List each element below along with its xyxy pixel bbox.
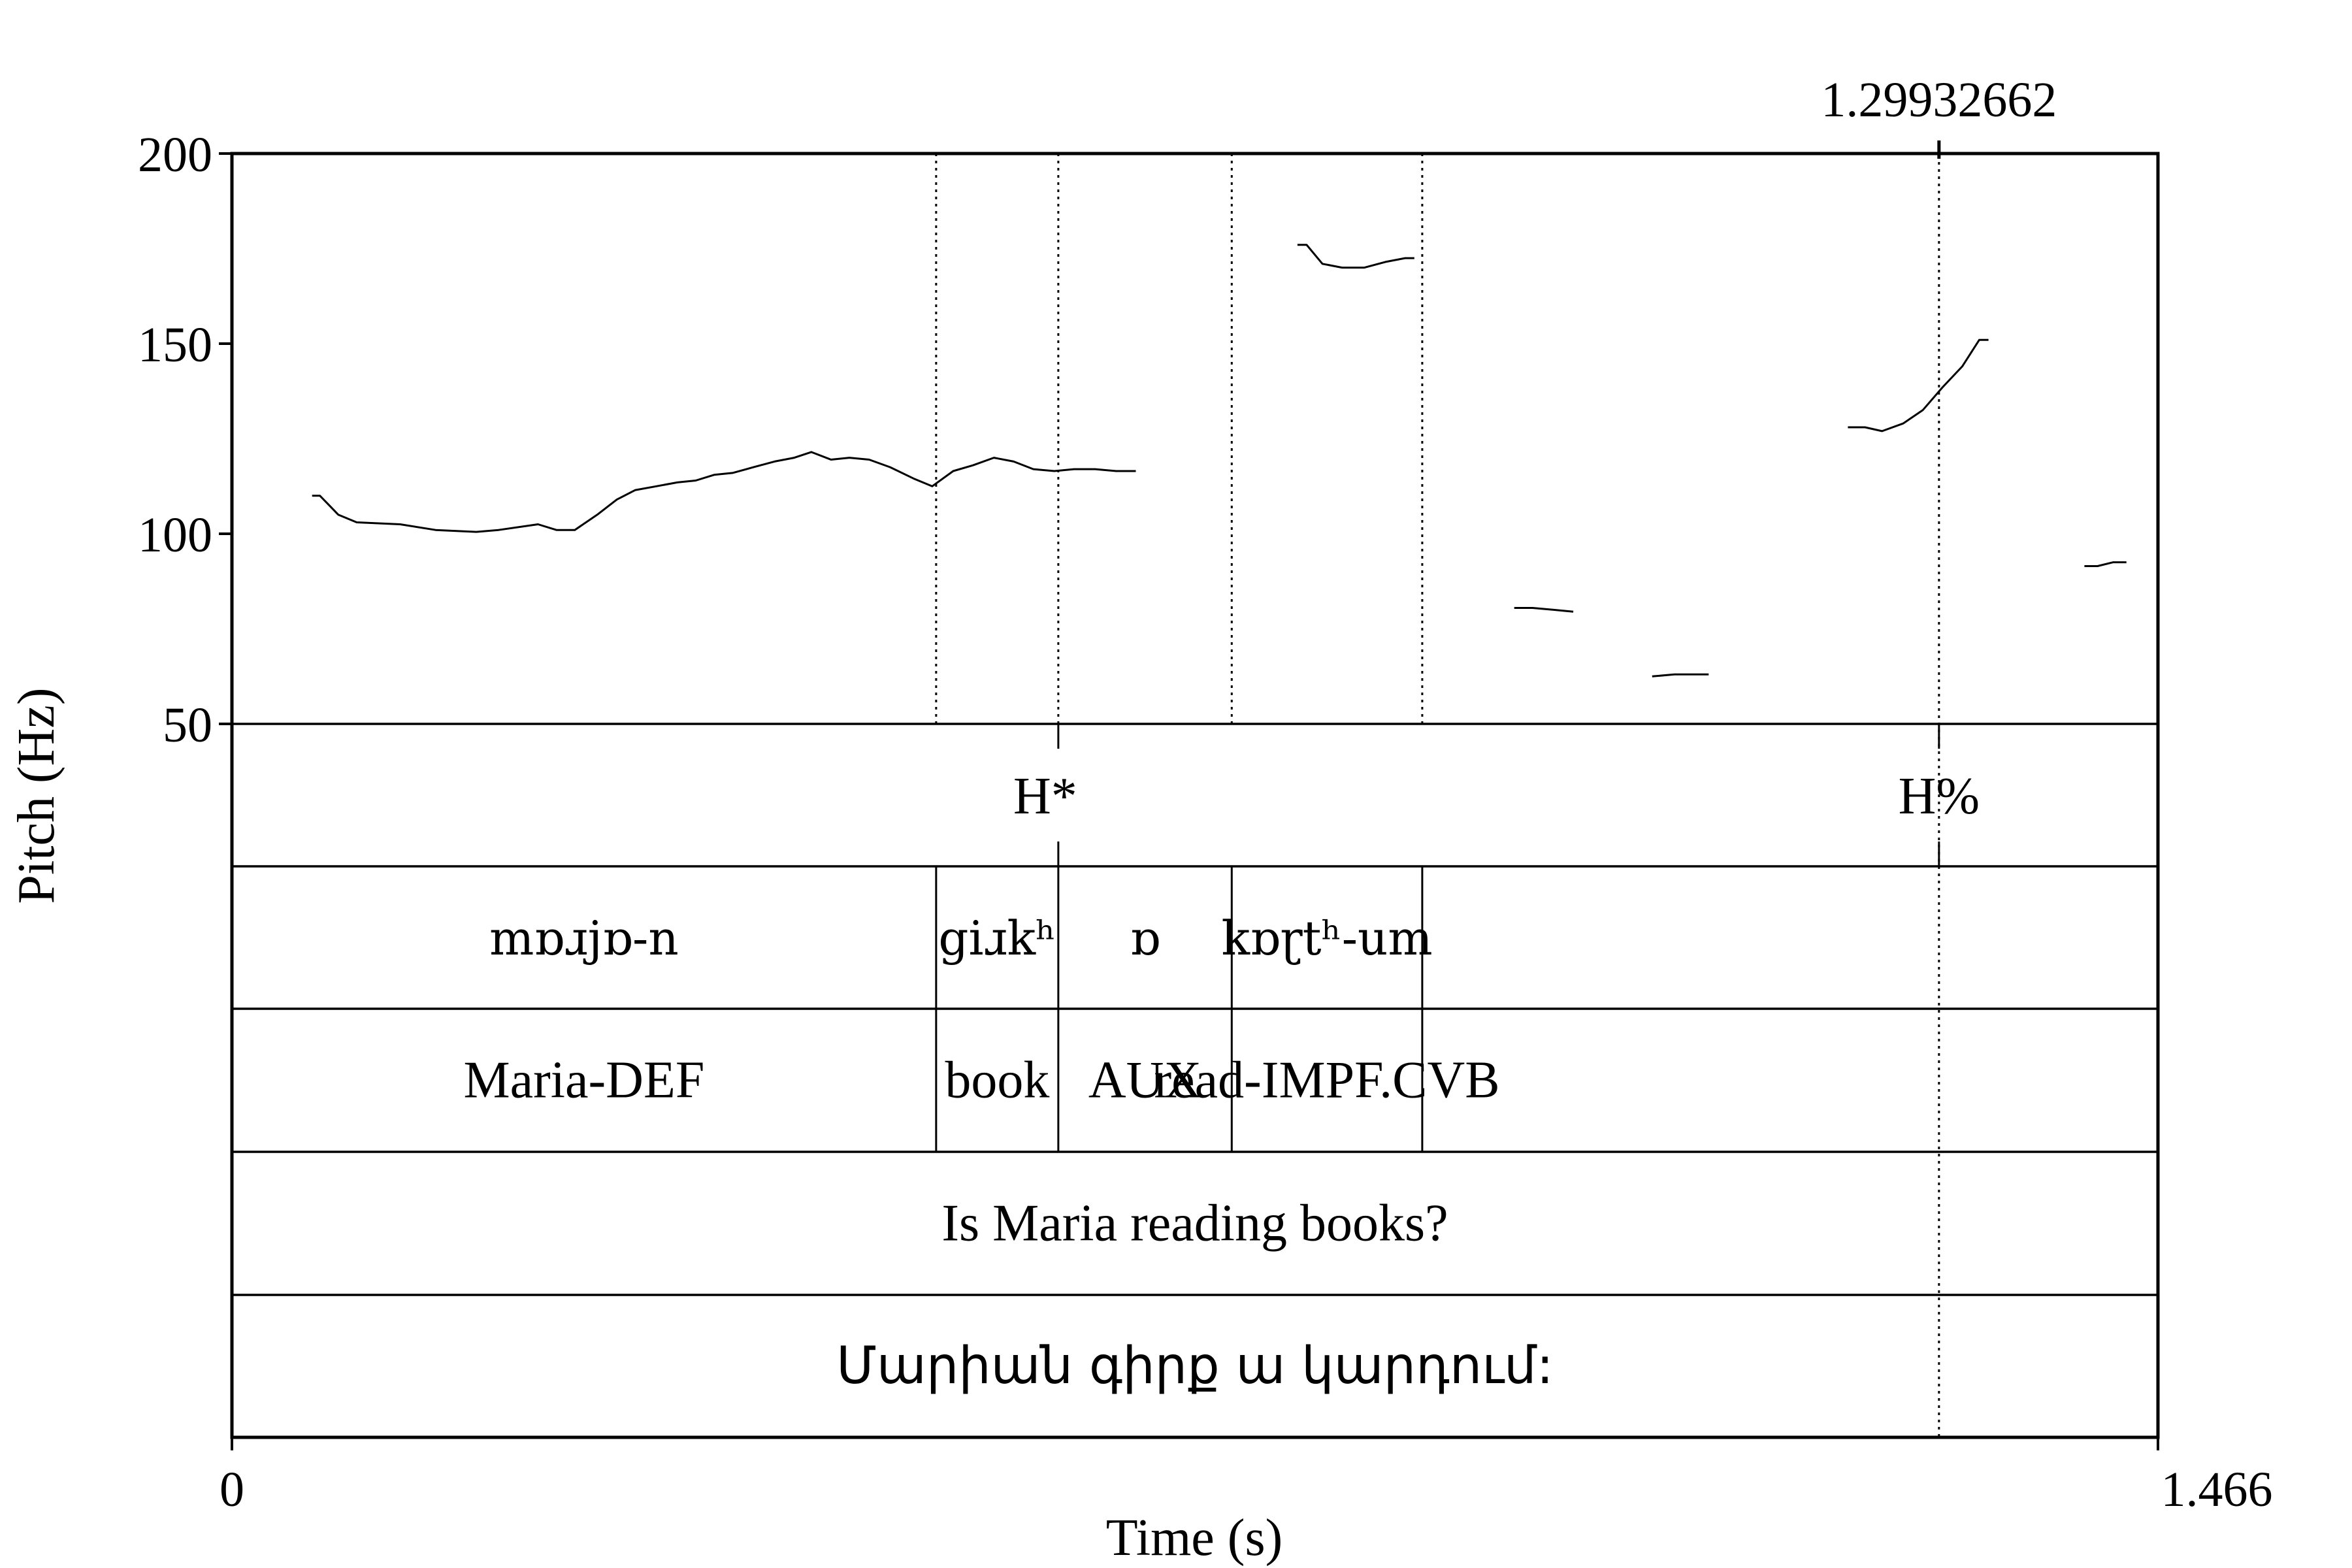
gloss-interval-1: book — [945, 1052, 1049, 1109]
x-axis-ticks: 0 1.466 — [220, 1437, 2273, 1517]
cursor-time-label: 1.29932662 — [1821, 73, 2057, 127]
pitch-segment-4 — [1848, 338, 1989, 433]
interval-boundaries — [935, 154, 1424, 1152]
pitch-segment-3 — [1652, 673, 1709, 678]
y-axis-title: Pitch (Hz) — [8, 687, 65, 904]
pitch-contours — [312, 244, 2127, 678]
pitch-segment-2 — [1514, 607, 1574, 613]
armenian-text: Մարիան գիրք ա կարդում: — [836, 1337, 1554, 1396]
y-tick-label-1: 150 — [138, 318, 212, 372]
pitch-segment-0 — [312, 451, 1136, 533]
translation-text: Is Maria reading books? — [941, 1195, 1448, 1252]
y-axis-ticks: 200 150 100 50 — [138, 127, 232, 753]
gloss-interval-2: AUX — [1088, 1052, 1201, 1109]
time-cursor: 1.29932662 — [1821, 73, 2057, 1437]
x-tick-label-min: 0 — [220, 1462, 244, 1517]
tone-label-0: H* — [1013, 768, 1077, 825]
pitch-segment-5 — [2084, 561, 2127, 567]
y-tick-label-3: 50 — [163, 698, 212, 753]
gloss-interval-3: read-IMPF.CVB — [1154, 1052, 1500, 1109]
x-axis-title: Time (s) — [1106, 1509, 1282, 1567]
y-tick-label-2: 100 — [138, 508, 212, 563]
ipa-interval-3: kɒɽtʰ-um — [1221, 911, 1432, 966]
y-tick-label-0: 200 — [138, 127, 212, 182]
ipa-interval-0: mɒɹjɒ-n — [489, 911, 679, 966]
x-tick-label-max: 1.466 — [2161, 1462, 2273, 1517]
ipa-interval-1: giɹkʰ — [938, 911, 1056, 966]
gloss-interval-0: Maria-DEF — [464, 1052, 705, 1109]
tone-label-1: H% — [1899, 768, 1980, 825]
plot-border — [230, 152, 2160, 1439]
annotation-tiers: H* H% mɒɹjɒ-n giɹkʰ ɒ kɒɽtʰ-um Maria-DEF book AU… — [464, 724, 1980, 1396]
plot-frame — [230, 152, 2160, 1439]
ipa-interval-2: ɒ — [1130, 911, 1160, 966]
pitch-segment-1 — [1297, 244, 1414, 269]
